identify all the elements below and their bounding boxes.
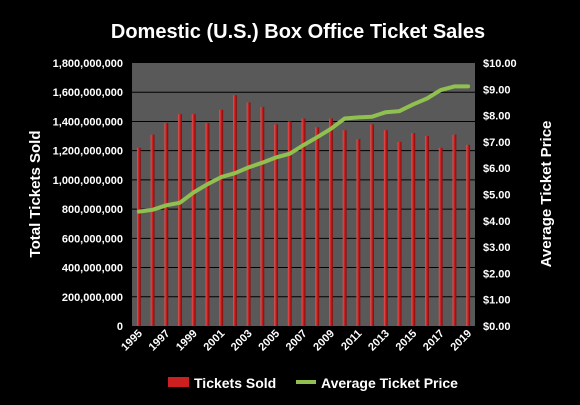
bars <box>136 95 471 327</box>
legend-swatch-tickets-sold <box>168 377 189 387</box>
bar-tickets-sold-2007 <box>301 118 306 327</box>
y-tick-label: 800,000,000 <box>62 204 123 216</box>
legend: Tickets Sold Average Ticket Price <box>168 375 458 391</box>
y-tick-label: 1,400,000,000 <box>53 116 123 128</box>
y2-tick-label: $4.00 <box>483 216 511 228</box>
line-average-ticket-price <box>136 84 471 214</box>
y-tick-label: 0 <box>117 321 123 333</box>
y2-tick-label: $8.00 <box>483 111 511 123</box>
bar-tickets-sold-2016 <box>425 136 429 326</box>
y-tick-label: 1,800,000,000 <box>53 58 123 70</box>
y2-tick-label: $7.00 <box>483 137 511 149</box>
bar-tickets-sold-1997 <box>164 122 169 327</box>
y2-tick-label: $0.00 <box>483 321 511 333</box>
bar-tickets-sold-2006 <box>287 121 292 326</box>
bar-tickets-sold-2015 <box>411 133 416 326</box>
bar-tickets-sold-2017 <box>438 147 443 326</box>
bar-tickets-sold-2019 <box>466 144 471 326</box>
y2-tick-label: $1.00 <box>483 295 511 307</box>
y-tick-label: 600,000,000 <box>62 233 123 245</box>
y2-tick-label: $6.00 <box>483 163 511 175</box>
bar-tickets-sold-1999 <box>191 114 196 326</box>
price-line <box>136 84 471 214</box>
y2-tick-label: $9.00 <box>483 84 511 96</box>
bar-tickets-sold-2010 <box>342 130 347 326</box>
bar-tickets-sold-1995 <box>136 147 141 326</box>
bar-tickets-sold-2001 <box>219 109 224 326</box>
bar-tickets-sold-2011 <box>356 138 361 326</box>
y-tick-label: 1,200,000,000 <box>53 146 123 158</box>
y2-axis-label: Average Ticket Price <box>538 121 555 268</box>
bar-tickets-sold-2000 <box>205 122 210 327</box>
bar-tickets-sold-2013 <box>383 130 388 326</box>
y-tick-label: 1,600,000,000 <box>53 87 123 99</box>
y-tick-label: 400,000,000 <box>62 263 123 275</box>
y-tick-label: 1,000,000,000 <box>53 175 123 187</box>
bar-tickets-sold-2005 <box>274 124 278 326</box>
bar-tickets-sold-2014 <box>397 141 402 326</box>
bar-tickets-sold-1996 <box>150 134 155 326</box>
y-axis-ticks: 0 200,000,000 400,000,000 600,000,000 800,00… <box>53 58 123 333</box>
bar-tickets-sold-2009 <box>329 118 333 327</box>
bar-tickets-sold-1998 <box>178 114 182 326</box>
chart-title: Domestic (U.S.) Box Office Ticket Sales <box>111 21 485 43</box>
y-tick-label: 200,000,000 <box>62 292 123 304</box>
y2-tick-label: $10.00 <box>483 58 517 70</box>
y2-axis-ticks: $0.00 $1.00 $2.00 $3.00 $4.00 $5.00 $6.00 $7.00… <box>483 58 517 333</box>
legend-label-tickets-sold: Tickets Sold <box>194 375 276 391</box>
y2-tick-label: $3.00 <box>483 242 511 254</box>
legend-label-average-ticket-price: Average Ticket Price <box>321 375 458 391</box>
bar-tickets-sold-2008 <box>315 127 320 327</box>
y2-tick-label: $5.00 <box>483 190 511 202</box>
bar-tickets-sold-2018 <box>452 134 457 326</box>
y-axis-label: Total Tickets Sold <box>27 131 44 258</box>
bar-tickets-sold-2004 <box>260 106 265 326</box>
bar-tickets-sold-2003 <box>246 102 251 326</box>
bar-tickets-sold-2002 <box>232 95 237 327</box>
bar-tickets-sold-2012 <box>370 124 375 326</box>
y2-tick-label: $2.00 <box>483 268 511 280</box>
